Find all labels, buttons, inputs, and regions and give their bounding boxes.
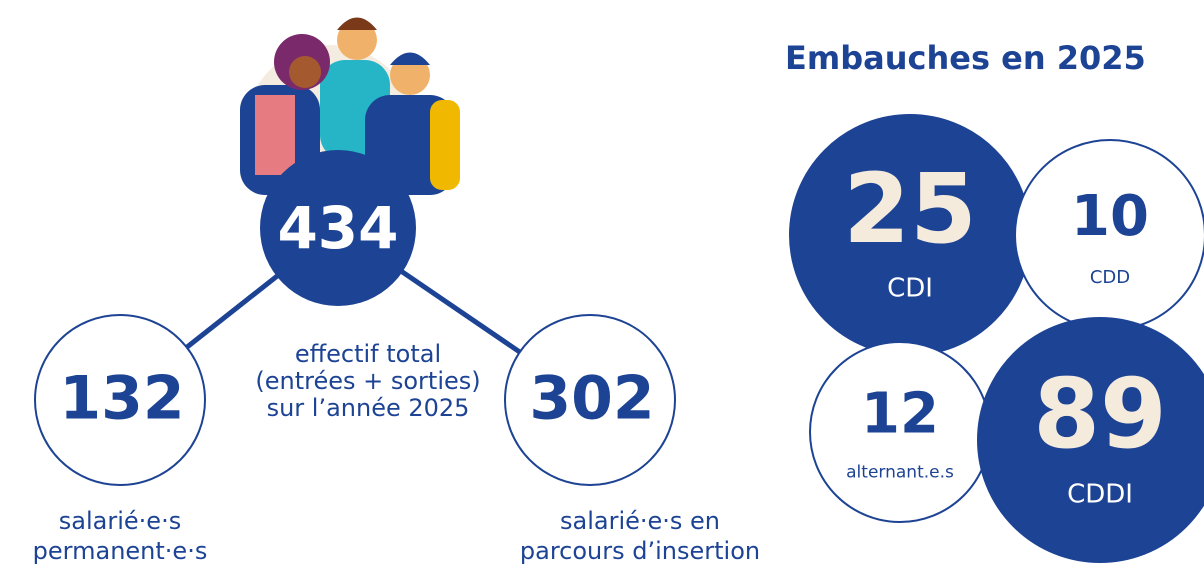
hire-value: 25 xyxy=(843,153,977,265)
hire-circle xyxy=(977,317,1204,563)
hire-label: alternant.e.s xyxy=(846,463,954,483)
hire-value: 89 xyxy=(1033,358,1167,470)
hire-value: 10 xyxy=(1071,184,1149,249)
total-value: 434 xyxy=(277,194,398,262)
hire-value: 12 xyxy=(861,382,939,447)
hire-label: CDI xyxy=(887,274,933,304)
insertion-label: parcours d’insertion xyxy=(520,537,760,565)
total-caption: (entrées + sorties) xyxy=(255,367,480,395)
hires-bubbles: 25 CDI 10 CDD 12 alternant.e.s 89 CDDI xyxy=(789,114,1204,563)
insertion-label: salarié·e·s en xyxy=(560,507,720,535)
total-caption: sur l’année 2025 xyxy=(267,394,470,422)
hires-title: Embauches en 2025 xyxy=(785,39,1146,77)
insertion-circle xyxy=(504,314,676,486)
permanent-value: 132 xyxy=(59,364,184,434)
total-circle xyxy=(260,150,416,306)
permanent-circle xyxy=(34,314,206,486)
hire-label: CDD xyxy=(1090,267,1130,288)
hire-label: CDDI xyxy=(1067,479,1133,509)
permanent-label: salarié·e·s xyxy=(59,507,181,535)
permanent-label: permanent·e·s xyxy=(33,537,208,565)
insertion-value: 302 xyxy=(529,364,654,434)
total-caption: effectif total xyxy=(295,340,441,368)
